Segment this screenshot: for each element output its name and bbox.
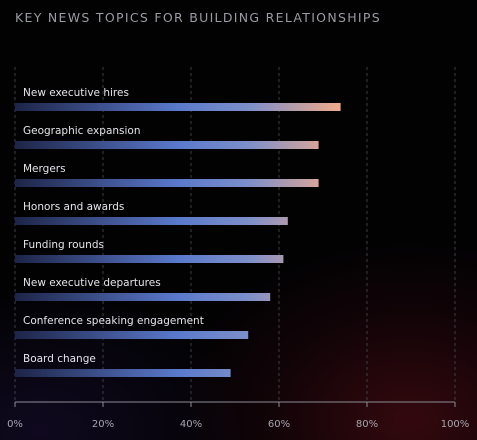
bar-category-label: New executive departures <box>23 277 161 289</box>
bar-category-label: Honors and awards <box>23 201 124 213</box>
bar-category-label: Funding rounds <box>23 239 104 251</box>
bar-category-label: New executive hires <box>23 87 129 99</box>
bar <box>15 103 341 111</box>
bar <box>15 141 319 149</box>
bar <box>15 217 288 225</box>
bar-category-label: Geographic expansion <box>23 125 141 137</box>
bar <box>15 179 319 187</box>
x-tick-label: 20% <box>92 419 114 430</box>
x-tick-label: 40% <box>180 419 202 430</box>
x-tick-label: 0% <box>7 419 23 430</box>
x-tick-label: 80% <box>356 419 378 430</box>
grid-lines <box>14 67 456 402</box>
bar-category-label: Mergers <box>23 163 66 175</box>
bar <box>15 369 231 377</box>
bar-labels: New executive hires Geographic expansion M… <box>23 87 204 365</box>
chart-title: KEY NEWS TOPICS FOR BUILDING RELATIONSHI… <box>15 10 381 25</box>
bar <box>15 255 284 263</box>
bar <box>15 293 271 301</box>
x-tick-label: 100% <box>441 419 470 430</box>
bar-category-label: Conference speaking engagement <box>23 315 204 327</box>
bar-category-label: Board change <box>23 353 96 365</box>
bar <box>15 331 249 339</box>
bars <box>15 103 341 377</box>
x-axis: 0% 20% 40% 60% 80% 100% <box>7 401 470 430</box>
x-tick-label: 60% <box>268 419 290 430</box>
